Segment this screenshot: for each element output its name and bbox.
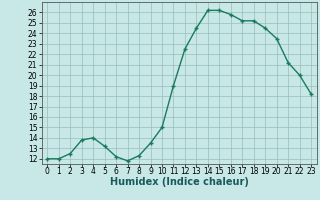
X-axis label: Humidex (Indice chaleur): Humidex (Indice chaleur)	[110, 177, 249, 187]
